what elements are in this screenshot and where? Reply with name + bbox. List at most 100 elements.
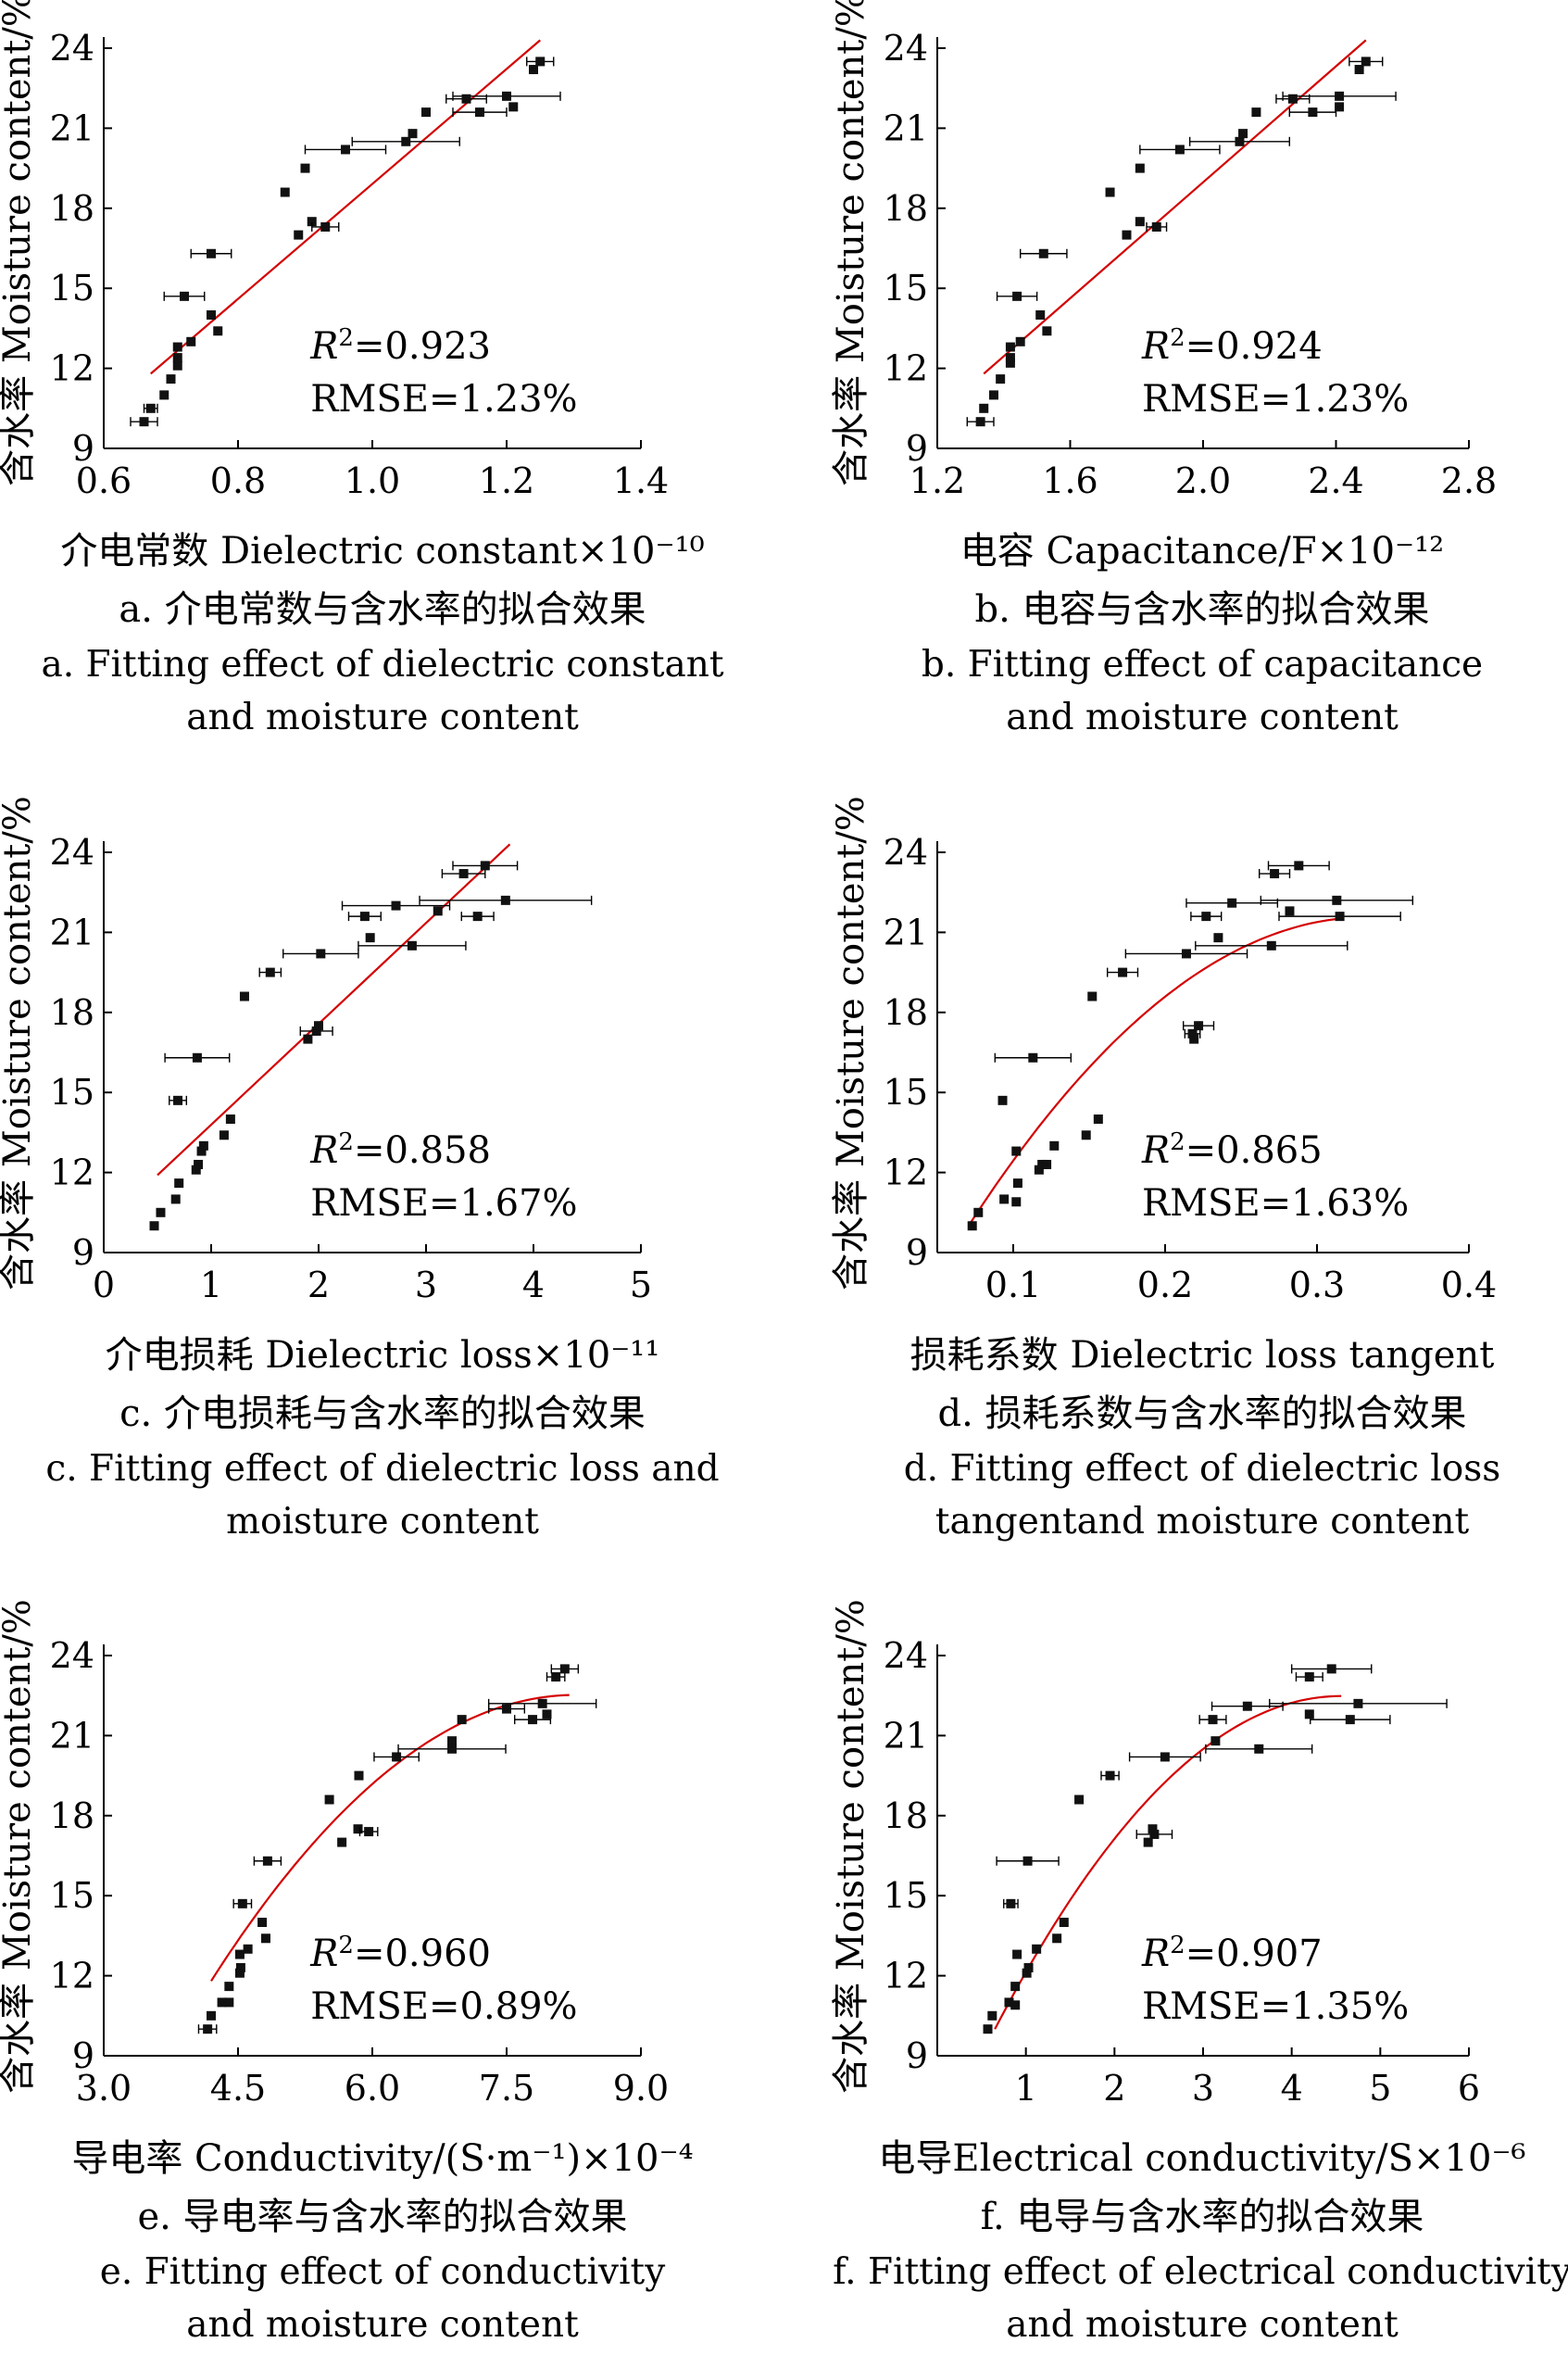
caption-english-line-1: c. Fitting effect of dielectric loss and	[45, 1448, 719, 1490]
x-tick-label: 0.8	[210, 460, 266, 501]
caption-chinese: c. 介电损耗与含水率的拟合效果	[119, 1392, 646, 1435]
caption-english-line-1: b. Fitting effect of capacitance	[922, 644, 1483, 686]
data-point	[1266, 940, 1276, 951]
data-point	[1304, 1672, 1314, 1682]
data-point	[1353, 1698, 1363, 1708]
y-tick-label: 9	[72, 2035, 94, 2076]
data-point	[213, 326, 223, 336]
data-point	[324, 1795, 334, 1805]
data-point	[401, 136, 411, 146]
data-point	[1034, 1165, 1044, 1175]
x-axis-label: 介电损耗 Dielectric loss×10⁻¹¹	[106, 1334, 660, 1377]
y-tick-label: 12	[884, 1956, 928, 1996]
x-tick-label: 3.0	[76, 2068, 132, 2109]
data-point	[1345, 1715, 1355, 1725]
data-point	[1354, 65, 1364, 75]
x-tick-label: 1	[200, 1265, 222, 1305]
data-point	[234, 1949, 245, 1959]
r-squared-label: R2=0.960	[309, 1932, 491, 1975]
data-point	[458, 869, 469, 879]
x-tick-label: 4.5	[210, 2068, 266, 2109]
data-point	[1304, 1709, 1314, 1719]
data-point	[447, 1736, 458, 1746]
y-axis-label: 含水率 Moisture content/%	[830, 796, 872, 1291]
data-point	[1227, 898, 1237, 908]
data-point	[1210, 1736, 1221, 1746]
data-point	[1135, 163, 1145, 173]
data-point	[1251, 107, 1261, 118]
x-tick-label: 7.5	[479, 2068, 534, 2109]
y-axis-label: 含水率 Moisture content/%	[830, 0, 872, 486]
data-point	[1038, 248, 1048, 258]
x-axis-label: 电容 Capacitance/F×10⁻¹²	[960, 530, 1444, 573]
data-point	[173, 1095, 183, 1105]
chart-panel-d: 9 12 15 18 21 24 0.1 0.2 0.3 0.4 含水率 Moisture cont…	[830, 796, 1500, 1543]
data-point	[156, 1207, 166, 1217]
data-point	[1308, 107, 1318, 118]
x-tick-label: 9.0	[613, 2068, 669, 2109]
data-point	[172, 353, 182, 363]
data-point	[997, 1095, 1008, 1105]
y-tick-label: 21	[884, 912, 928, 952]
data-point	[186, 336, 196, 346]
data-point	[1208, 1715, 1218, 1725]
data-point	[145, 403, 156, 413]
y-tick-label: 15	[884, 1072, 928, 1113]
data-point	[500, 895, 510, 905]
data-point	[1005, 342, 1015, 352]
caption-chinese: f. 电导与含水率的拟合效果	[981, 2196, 1424, 2238]
x-tick-label: 0.3	[1289, 1265, 1345, 1305]
data-point	[1118, 967, 1128, 977]
data-point	[207, 310, 216, 320]
caption-english-line-1: f. Fitting effect of electrical conducti…	[833, 2251, 1568, 2293]
data-point	[225, 1115, 235, 1124]
x-tick-label: 0.2	[1137, 1265, 1193, 1305]
y-tick-label: 12	[884, 348, 928, 389]
x-tick-label: 3	[1192, 2068, 1214, 2109]
r-squared-label: R2=0.924	[1141, 324, 1323, 368]
data-point	[979, 403, 989, 413]
data-point	[1015, 336, 1025, 346]
data-point	[1052, 1933, 1062, 1944]
data-point	[1270, 869, 1280, 879]
data-point	[1213, 933, 1223, 943]
data-point	[1294, 861, 1304, 871]
data-point	[1010, 1982, 1021, 1992]
data-point	[234, 1968, 245, 1978]
data-point	[973, 1207, 984, 1217]
data-point	[542, 1709, 552, 1719]
data-point	[1143, 1837, 1153, 1847]
data-point	[537, 1698, 547, 1708]
data-point	[239, 991, 249, 1001]
data-point	[461, 94, 471, 104]
data-point	[260, 1933, 270, 1944]
data-point	[447, 1744, 458, 1754]
data-point	[262, 1856, 272, 1866]
data-point	[1148, 1824, 1158, 1834]
data-point	[1012, 1178, 1022, 1189]
data-point	[314, 1021, 323, 1031]
data-point	[337, 1837, 347, 1847]
x-tick-label: 1.2	[909, 460, 965, 501]
data-point	[502, 1704, 511, 1714]
data-point	[1059, 1918, 1069, 1927]
data-point	[311, 1026, 321, 1036]
x-tick-label: 4	[522, 1265, 545, 1305]
rmse-label: RMSE=1.63%	[1142, 1182, 1409, 1225]
data-point	[983, 2024, 993, 2034]
rmse-label: RMSE=1.35%	[1142, 1985, 1409, 2028]
data-point	[1189, 1034, 1199, 1044]
data-point	[999, 1194, 1010, 1204]
data-point	[1122, 230, 1132, 240]
caption-english-line-2: and moisture content	[186, 697, 579, 738]
caption-english-line-1: d. Fitting effect of dielectric loss	[904, 1448, 1501, 1490]
y-tick-label: 18	[50, 992, 94, 1033]
fit-line	[970, 917, 1340, 1224]
caption-chinese: b. 电容与含水率的拟合效果	[974, 588, 1429, 631]
rmse-label: RMSE=1.67%	[310, 1182, 577, 1225]
data-point	[1201, 912, 1211, 922]
x-tick-label: 1.2	[479, 460, 534, 501]
data-point	[235, 1962, 245, 1972]
